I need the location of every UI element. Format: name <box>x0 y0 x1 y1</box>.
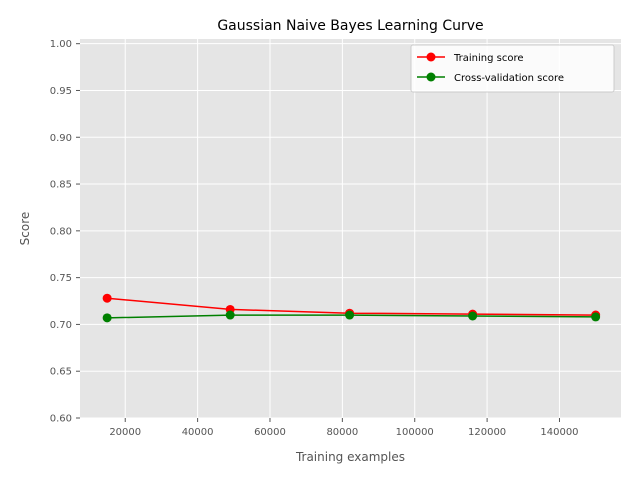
data-point <box>102 293 112 303</box>
y-tick-label: 0.85 <box>50 180 72 191</box>
legend-box <box>410 44 615 93</box>
x-tick-label: 20000 <box>109 427 141 438</box>
y-tick-label: 0.95 <box>50 86 72 97</box>
series-layer <box>102 293 601 323</box>
legend-marker <box>426 52 436 62</box>
legend-label: Training score <box>453 53 524 64</box>
x-tick-label: 60000 <box>254 427 286 438</box>
data-point <box>225 310 235 320</box>
y-axis-label: Score <box>18 212 32 246</box>
y-tick-label: 0.90 <box>50 133 72 144</box>
axis-ticks: 20000 40000 60000 80000 100000 120000 140000 0.… <box>50 39 579 438</box>
data-point <box>102 313 112 323</box>
y-tick-label: 0.70 <box>50 320 72 331</box>
x-tick-label: 80000 <box>326 427 358 438</box>
y-tick-label: 0.75 <box>50 273 72 284</box>
chart-title: Gaussian Naive Bayes Learning Curve <box>217 18 483 34</box>
data-point <box>591 312 601 322</box>
legend-label: Cross-validation score <box>454 73 564 84</box>
x-tick-label: 120000 <box>468 427 506 438</box>
plot-area <box>80 39 621 418</box>
y-tick-label: 0.65 <box>50 367 72 378</box>
legend-marker <box>426 72 436 82</box>
y-tick-label: 0.60 <box>50 414 72 425</box>
data-point <box>468 311 478 321</box>
grid <box>80 39 621 419</box>
y-tick-label: 0.80 <box>50 226 72 237</box>
data-point <box>345 310 355 320</box>
x-tick-label: 140000 <box>540 427 578 438</box>
legend: Training score Cross-validation score <box>410 44 615 93</box>
x-axis-label: Training examples <box>295 450 405 464</box>
x-tick-label: 40000 <box>182 427 214 438</box>
x-tick-label: 100000 <box>396 427 434 438</box>
y-tick-label: 1.00 <box>50 39 72 50</box>
